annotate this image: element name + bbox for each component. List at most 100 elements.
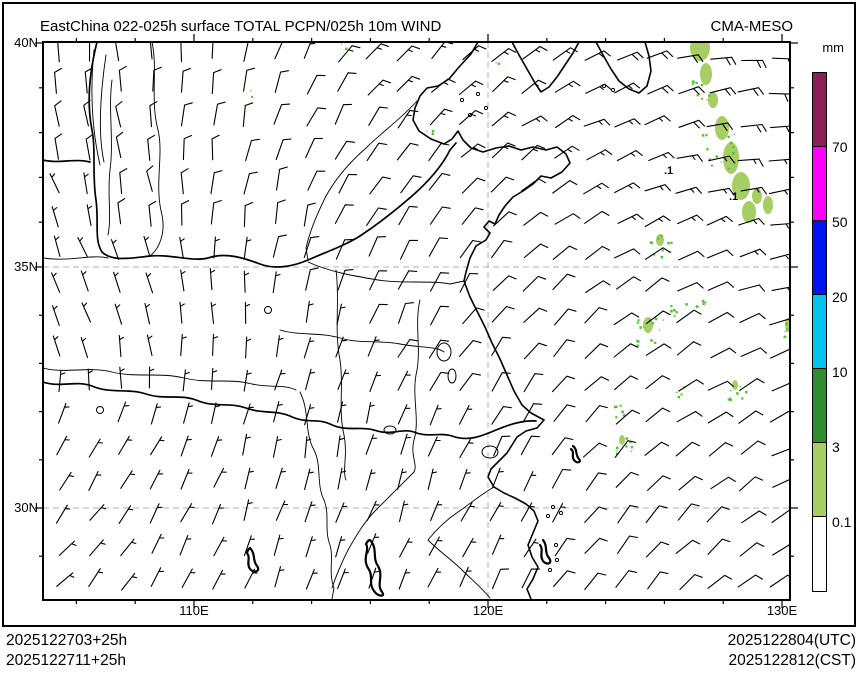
model-label: CMA-MESO (710, 18, 794, 35)
wind-barb (147, 134, 156, 161)
precip-speckle (657, 237, 660, 240)
precip-speckle (727, 398, 730, 401)
wind-barb (369, 303, 388, 324)
coastline-path (511, 42, 580, 93)
wind-barb (614, 375, 639, 391)
wind-barb (491, 142, 516, 159)
wind-barb (523, 538, 539, 558)
wind-barb (150, 436, 165, 456)
precip-speckle (729, 398, 732, 402)
wind-barb (491, 568, 510, 590)
wind-barb (614, 248, 641, 259)
wind-barb (58, 402, 70, 424)
wind-barb (458, 339, 482, 357)
wind-barb (80, 270, 89, 292)
wind-barb (334, 204, 354, 224)
province-border-path (99, 54, 107, 163)
wind-barb (770, 348, 790, 359)
wind-barb (613, 343, 639, 358)
wind-barb (213, 467, 227, 488)
wind-barb (179, 534, 192, 556)
colorbar-tick-label: 50 (832, 214, 848, 230)
wind-barb (555, 115, 581, 129)
precip-speckle (701, 299, 705, 303)
wind-barb (149, 469, 164, 490)
wind-barb (554, 537, 576, 557)
wind-barb (399, 537, 413, 558)
wind-barb (243, 67, 256, 92)
wind-barb (584, 210, 610, 224)
wind-barb (180, 334, 187, 357)
wind-barb (244, 568, 258, 589)
precip-speckle (615, 416, 618, 419)
precip-speckle (667, 241, 670, 245)
wind-barb (706, 249, 734, 259)
wind-barb (87, 368, 93, 391)
precip-speckle (695, 305, 699, 308)
wind-barb (738, 217, 765, 226)
wind-barb (459, 372, 481, 391)
precip-speckle (637, 340, 640, 343)
terrain-cluster (569, 444, 581, 464)
wind-barb (460, 143, 486, 158)
lon-axis-label: 110E (179, 603, 209, 618)
wind-barb (523, 471, 537, 492)
wind-barb (585, 245, 611, 260)
wind-barb (768, 158, 790, 165)
wind-barb (337, 467, 347, 490)
axis-ticks (35, 34, 798, 608)
wind-barb (521, 115, 548, 127)
precip-patch (708, 92, 718, 108)
wind-barb (553, 570, 576, 588)
island-dot (610, 87, 616, 93)
wind-barb (552, 502, 566, 523)
colorbar (812, 72, 827, 597)
wind-barb (336, 435, 345, 458)
wind-barb (461, 207, 484, 225)
wind-barb (676, 309, 702, 324)
precip-speckle (630, 450, 633, 452)
wind-barb (771, 286, 790, 292)
wind-barb (152, 66, 162, 92)
precip-speckle (637, 319, 640, 322)
precip-speckle (733, 161, 736, 165)
wind-barb (491, 48, 517, 62)
wind-barb (613, 312, 640, 326)
wind-barb (146, 334, 153, 357)
init-time-line: 2025122703+25h (6, 632, 128, 649)
calm-wind-circle (264, 306, 272, 314)
colorbar-segment (812, 146, 827, 222)
wind-barb (740, 440, 766, 455)
wind-barb (644, 441, 670, 456)
wind-barb (616, 150, 643, 162)
wind-barb (150, 403, 162, 425)
wind-barb (119, 168, 128, 195)
wind-barb (521, 79, 547, 94)
wind-barb (707, 538, 731, 555)
wind-barb (769, 318, 790, 326)
wind-barb (305, 300, 314, 323)
precip-contour-label: .1 (664, 165, 674, 177)
wind-barb (243, 201, 254, 228)
precip-speckle (701, 134, 705, 137)
colorbar-unit-label: mm (822, 40, 844, 55)
wind-barb (769, 253, 790, 260)
island-dot (553, 542, 559, 548)
wind-barb (213, 236, 220, 259)
wind-barb (459, 468, 471, 490)
wind-barb (396, 75, 421, 92)
island-dot (554, 557, 560, 563)
precip-speckle (711, 164, 713, 167)
precip-speckle (705, 134, 708, 137)
wind-barb (115, 100, 123, 128)
precip-speckle (794, 337, 796, 339)
wind-barb (89, 539, 106, 557)
wind-barb (57, 42, 60, 63)
wind-barb (708, 311, 735, 324)
wind-barb (772, 543, 790, 556)
wind-barb (54, 133, 63, 160)
wind-barb (119, 366, 125, 389)
precip-speckle (615, 450, 617, 452)
precip-speckle (793, 334, 794, 335)
wind-barb (428, 339, 450, 359)
